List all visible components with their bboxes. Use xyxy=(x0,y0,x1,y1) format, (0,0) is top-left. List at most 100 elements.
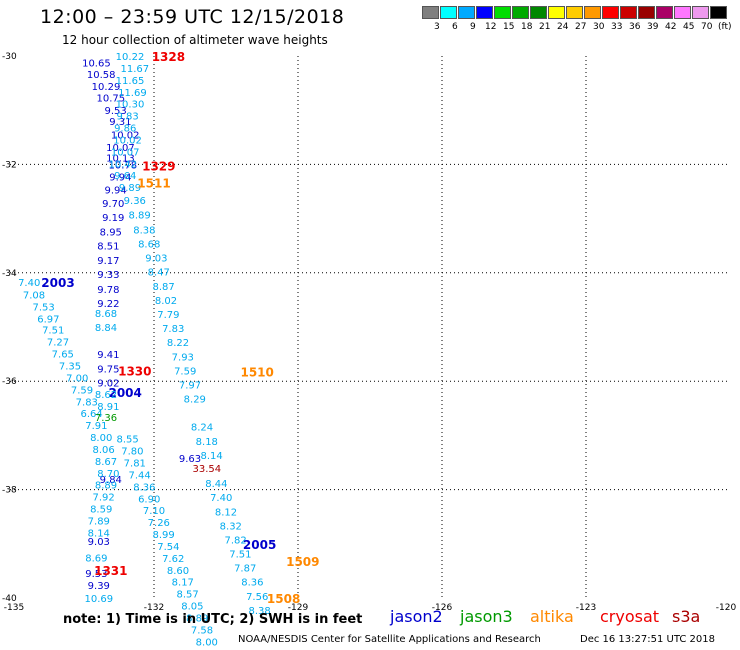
wave-height-value: 9.83 xyxy=(116,112,138,123)
wave-height-value: 11.67 xyxy=(120,64,149,75)
colorbar-label: 6 xyxy=(452,22,458,32)
wave-height-value: 10.58 xyxy=(87,70,116,81)
colorbar-label: 9 xyxy=(470,22,476,32)
x-tick-label: -120 xyxy=(716,603,737,613)
wave-height-value: 8.18 xyxy=(196,437,218,448)
wave-height-value: 7.93 xyxy=(172,352,194,363)
wave-height-value: 7.89 xyxy=(88,516,110,527)
wave-height-value: 7.53 xyxy=(32,302,54,313)
wave-height-value: 7.59 xyxy=(71,385,93,396)
colorbar-swatch xyxy=(458,6,475,19)
colorbar-label: 18 xyxy=(521,22,533,32)
wave-height-value: 7.97 xyxy=(179,380,201,391)
wave-height-value: 8.89 xyxy=(128,210,150,221)
wave-height-value: 10.02 xyxy=(113,135,142,146)
wave-height-value: 9.31 xyxy=(109,117,131,128)
chart-title: 12:00 – 23:59 UTC 12/15/2018 xyxy=(40,6,345,28)
colorbar-swatch xyxy=(692,6,709,19)
wave-height-value: 8.87 xyxy=(152,282,174,293)
wave-height-value: 8.95 xyxy=(100,228,122,239)
wave-height-value: 9.86 xyxy=(114,124,136,135)
wave-height-value: 9.53 xyxy=(104,106,126,117)
wave-height-value: 7.40 xyxy=(18,278,40,289)
wave-height-value: 10.02 xyxy=(111,131,140,142)
wave-height-value: 8.00 xyxy=(196,637,218,648)
colorbar-label: 39 xyxy=(647,22,659,32)
colorbar-label: 15 xyxy=(503,22,515,32)
colorbar-swatch xyxy=(512,6,529,19)
wave-height-value: 9.89 xyxy=(119,183,141,194)
wave-height-value: 7.08 xyxy=(23,290,45,301)
colorbar-swatch xyxy=(566,6,583,19)
wave-height-value: 7.59 xyxy=(174,366,196,377)
x-tick-label: -123 xyxy=(576,603,596,613)
wave-height-value: 8.84 xyxy=(95,323,117,334)
pass-time-label: 1511 xyxy=(137,176,170,190)
y-tick-label: -30 xyxy=(2,52,17,62)
pass-time-label: 1330 xyxy=(118,364,151,378)
wave-height-value: 10.07 xyxy=(106,143,135,154)
chart-subtitle: 12 hour collection of altimeter wave hei… xyxy=(62,33,328,47)
wave-height-value: 8.51 xyxy=(97,242,119,253)
colorbar-label: 45 xyxy=(683,22,695,32)
wave-height-value: 7.51 xyxy=(42,326,64,337)
wave-height-value: 33.54 xyxy=(192,464,221,475)
wave-height-value: 8.89 xyxy=(95,481,117,492)
pass-time-label: 2005 xyxy=(243,538,276,552)
legend-altika: altika xyxy=(530,607,574,626)
wave-height-value: 8.29 xyxy=(184,395,206,406)
pass-time-label: 1329 xyxy=(142,159,175,173)
colorbar-label: 42 xyxy=(665,22,677,32)
legend-jason2: jason2 xyxy=(390,607,443,626)
colorbar-swatch xyxy=(548,6,565,19)
wave-height-value: 7.58 xyxy=(191,625,213,636)
colorbar-label: 70 xyxy=(701,22,713,32)
wave-height-value: 7.35 xyxy=(59,361,81,372)
wave-height-value: 7.54 xyxy=(157,542,179,553)
wave-height-value: 10.22 xyxy=(116,52,145,63)
wave-height-value: 9.63 xyxy=(179,454,201,465)
wave-height-value: 8.17 xyxy=(172,578,194,589)
wave-height-value: 8.00 xyxy=(90,433,112,444)
wave-height-value: 7.87 xyxy=(234,564,256,575)
wave-height-value: 7.36 xyxy=(95,413,117,424)
wave-height-value: 8.47 xyxy=(148,268,170,279)
colorbar-swatch xyxy=(602,6,619,19)
pass-time-label: 2003 xyxy=(41,276,74,290)
wave-height-value: 8.55 xyxy=(116,435,138,446)
colorbar-swatch xyxy=(620,6,637,19)
wave-height-value: 8.91 xyxy=(97,402,119,413)
wave-height-value: 7.40 xyxy=(210,493,232,504)
pass-time-label: 1331 xyxy=(94,564,127,578)
wave-height-value: 7.00 xyxy=(66,373,88,384)
pass-time-label: 1508 xyxy=(267,592,300,606)
wave-height-value: 8.59 xyxy=(90,505,112,516)
wave-height-value: 7.80 xyxy=(121,447,143,458)
wave-height-value: 8.38 xyxy=(133,225,155,236)
wave-height-value: 8.05 xyxy=(181,602,203,613)
colorbar-swatch xyxy=(584,6,601,19)
wave-height-value: 8.36 xyxy=(241,578,263,589)
colorbar-swatch xyxy=(638,6,655,19)
wave-height-value: 9.39 xyxy=(88,581,110,592)
wave-height-value: 7.83 xyxy=(162,324,184,335)
legend-cryosat: cryosat xyxy=(600,607,660,626)
y-tick-label: -38 xyxy=(2,486,17,496)
wave-height-value: 8.32 xyxy=(220,521,242,532)
x-tick-label: -126 xyxy=(432,603,453,613)
pass-time-label: 1510 xyxy=(240,365,273,379)
wave-height-value: 7.62 xyxy=(162,554,184,565)
wave-height-value: 9.22 xyxy=(97,299,119,310)
wave-height-value: 6.90 xyxy=(138,494,160,505)
wave-height-value: 7.56 xyxy=(246,592,268,603)
wave-height-value: 9.94 xyxy=(109,172,131,183)
wave-height-value: 9.53 xyxy=(85,569,107,580)
wave-height-value: 7.82 xyxy=(224,535,246,546)
colorbar-label: 24 xyxy=(557,22,569,32)
wave-height-value: 10.42 xyxy=(108,159,137,170)
wave-height-value: 8.60 xyxy=(167,566,189,577)
wave-height-value: 7.92 xyxy=(92,493,114,504)
wave-height-value: 8.67 xyxy=(95,457,117,468)
pass-time-label: 1328 xyxy=(152,50,185,64)
